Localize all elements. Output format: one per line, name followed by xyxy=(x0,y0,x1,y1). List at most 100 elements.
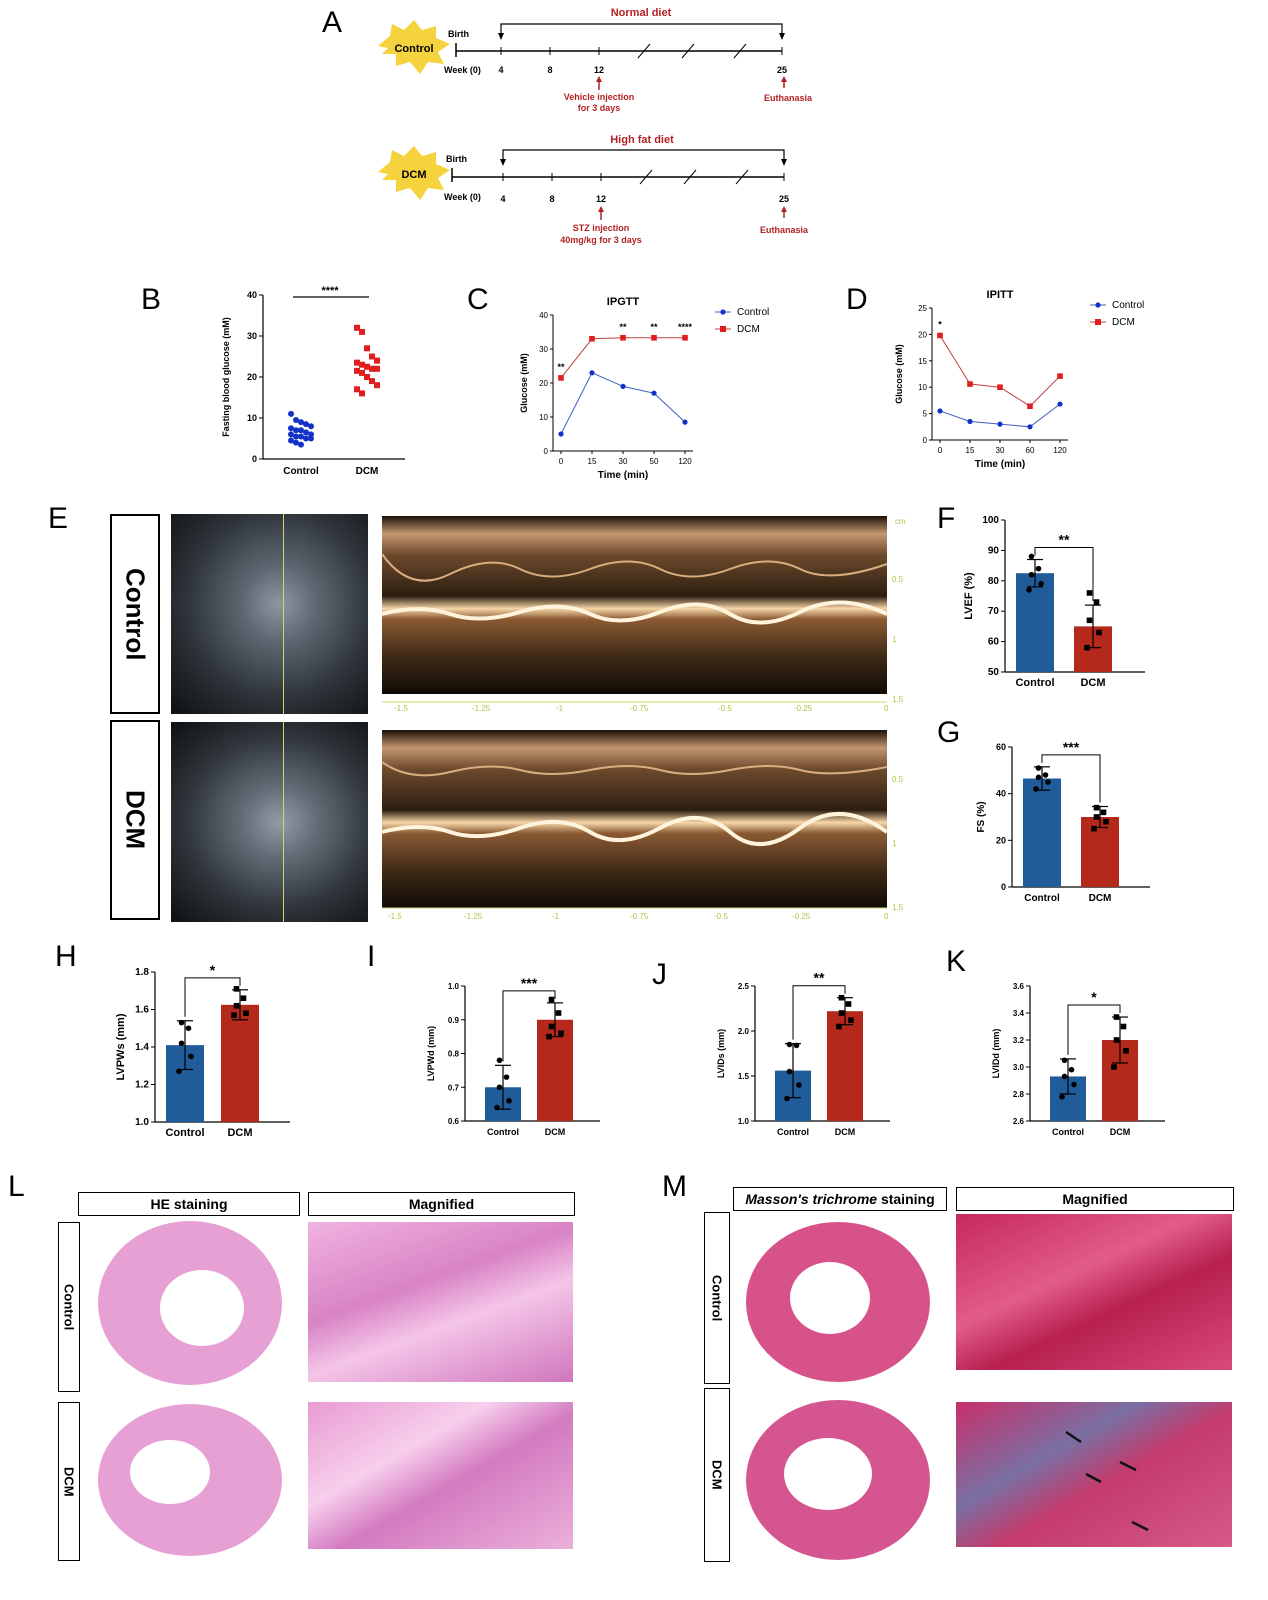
y-tick-label: 100 xyxy=(982,515,999,526)
data-point xyxy=(1035,565,1042,572)
data-point xyxy=(364,363,370,370)
y-tick-label: 1.2 xyxy=(135,1080,149,1091)
y-tick-label: 30 xyxy=(539,345,548,354)
y-tick-label: 15 xyxy=(918,357,927,366)
data-point xyxy=(369,353,375,360)
arrow-icon xyxy=(1119,1460,1137,1472)
significance-marker: ** xyxy=(650,322,658,332)
data-point xyxy=(1096,629,1102,636)
data-point xyxy=(288,431,294,438)
y-tick-label: 20 xyxy=(918,330,927,339)
data-point xyxy=(546,1033,552,1040)
y-axis-label: LVEF (%) xyxy=(963,572,975,620)
series-line-control xyxy=(560,372,686,435)
data-point xyxy=(589,370,595,376)
x-category-label: Control xyxy=(777,1127,809,1137)
legend-label: Control xyxy=(737,307,769,318)
masson-row-label-control: Control xyxy=(704,1212,730,1384)
y-tick-label: 0.7 xyxy=(448,1083,460,1092)
data-point xyxy=(682,334,688,341)
x-category-label: Control xyxy=(283,466,319,477)
y-tick-label: 2.0 xyxy=(738,1027,750,1036)
echo-time-tick: -1.5 xyxy=(394,704,408,713)
significance-bracket xyxy=(1034,547,1094,602)
y-tick-label: 1.0 xyxy=(448,982,460,991)
y-tick-label: 10 xyxy=(247,413,257,423)
data-point xyxy=(1123,1048,1129,1054)
data-point xyxy=(506,1097,512,1104)
data-point xyxy=(1084,644,1090,651)
y-tick-label: 50 xyxy=(988,667,1000,678)
significance-marker: *** xyxy=(521,975,538,991)
control-starburst-icon xyxy=(378,20,450,74)
echo-time-tick: -1 xyxy=(552,912,560,921)
chart-j: 1.0 1.5 2.0 2.5 Control DCM ** LVIDs (mm) xyxy=(716,970,890,1137)
data-point xyxy=(1035,765,1042,771)
timeline-control-diet: Normal diet xyxy=(611,7,672,19)
timeline-control-injection-detail: for 3 days xyxy=(578,103,621,113)
y-tick-label: 40 xyxy=(996,789,1006,799)
y-axis-label: LVIDd (mm) xyxy=(991,1029,1001,1079)
echo-scale-cm: cm xyxy=(895,517,906,526)
echo-mmode-dcm: 0.5 1 1.5 -1.5 -1.25 -1 -0.75 -0.5 -0.25… xyxy=(381,730,904,921)
x-category-label: DCM xyxy=(1089,893,1112,904)
timeline-week: 12 xyxy=(594,65,604,75)
data-point xyxy=(558,375,564,381)
data-point xyxy=(1027,403,1033,410)
data-point xyxy=(308,423,314,430)
series-line-dcm xyxy=(939,335,1061,407)
data-point xyxy=(303,421,309,428)
fibrosis-arrows xyxy=(1065,1430,1149,1532)
y-tick-label: 20 xyxy=(247,372,257,382)
echo-time-tick: 0 xyxy=(884,704,889,713)
data-point xyxy=(308,431,314,438)
y-tick-label: 40 xyxy=(539,311,548,320)
data-point xyxy=(374,382,380,389)
data-point xyxy=(836,1023,842,1030)
data-point xyxy=(793,1042,800,1049)
data-point xyxy=(1093,814,1100,820)
significance-marker: * xyxy=(1091,989,1097,1005)
data-point xyxy=(651,334,657,341)
data-point xyxy=(558,1030,564,1037)
timeline-control-weeklabel: Week (0) xyxy=(444,65,481,75)
data-point xyxy=(1091,825,1097,832)
he-staining-header: HE staining xyxy=(78,1192,300,1216)
data-point xyxy=(1057,373,1063,379)
x-tick-label: 120 xyxy=(678,457,692,466)
panel-label-k: K xyxy=(946,945,967,978)
timeline-dcm-euthanasia: Euthanasia xyxy=(760,225,809,235)
he-row-label-dcm: DCM xyxy=(58,1402,80,1561)
data-point xyxy=(838,1010,845,1016)
data-point xyxy=(1059,1093,1065,1100)
data-point xyxy=(231,1012,237,1018)
echo-time-tick: -0.75 xyxy=(630,912,649,921)
data-point xyxy=(1103,818,1109,825)
data-point xyxy=(1061,1073,1068,1080)
masson-magnified-header: Magnified xyxy=(956,1187,1234,1211)
x-tick-label: 0 xyxy=(938,446,943,455)
data-point xyxy=(1026,587,1032,593)
masson-row-label-dcm: DCM xyxy=(704,1388,730,1562)
data-point xyxy=(176,1068,182,1075)
x-tick-label: 120 xyxy=(1053,446,1067,455)
data-point xyxy=(374,357,380,364)
data-point xyxy=(354,386,360,393)
y-tick-label: 2.5 xyxy=(738,982,750,991)
data-point xyxy=(188,1053,194,1060)
data-point xyxy=(1033,786,1039,792)
y-axis-label: Fasting blood glucose (mM) xyxy=(221,317,231,437)
data-point xyxy=(1028,553,1035,560)
y-tick-label: 0 xyxy=(544,447,549,456)
x-category-label: DCM xyxy=(545,1127,566,1137)
arrow-icon xyxy=(1065,1430,1082,1444)
data-point xyxy=(589,336,595,342)
panel-label-e: E xyxy=(48,502,69,535)
y-tick-label: 0 xyxy=(252,454,257,464)
y-tick-label: 0.8 xyxy=(448,1050,460,1059)
echo-scale-mark: 1.5 xyxy=(892,695,904,704)
echo-scale-mark: 0.5 xyxy=(892,775,904,784)
y-tick-label: 30 xyxy=(247,331,257,341)
bar-dcm xyxy=(221,1004,259,1122)
significance-marker: **** xyxy=(321,285,339,297)
